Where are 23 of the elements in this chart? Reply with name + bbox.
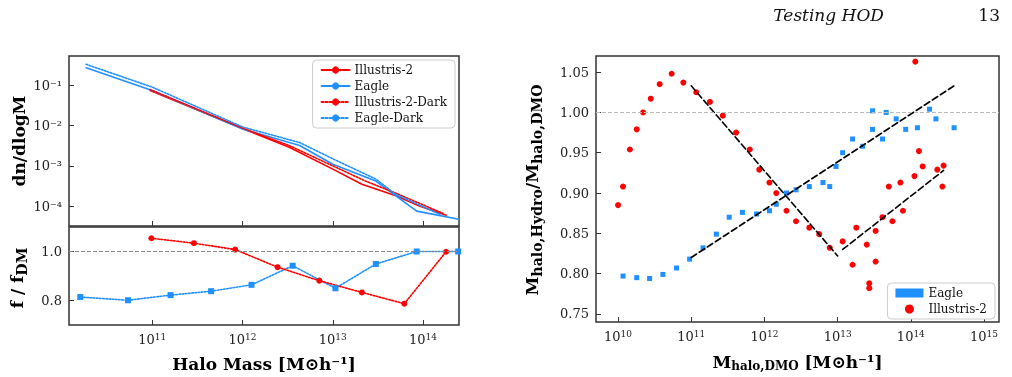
y-tick-label: 1.0 [41, 244, 62, 259]
y-tick-label: 0.80 [560, 266, 589, 282]
legend-label: Eagle [928, 286, 963, 300]
legend-label: Eagle [354, 79, 390, 93]
legend-label: Illustris-2 [928, 302, 987, 316]
y-tick-label: 10⁻³ [33, 158, 62, 174]
legend-label: Illustris-2-Dark [354, 95, 448, 109]
y-tick-label: 0.95 [560, 145, 589, 161]
legend-label: Eagle-Dark [354, 111, 424, 125]
legend-label: Illustris-2 [354, 63, 414, 77]
y-tick-label: 0.90 [560, 185, 589, 201]
x-axis-title: Halo Mass [M⊙h⁻¹] [172, 353, 356, 374]
y-axis-title: dn/dlogM [8, 95, 29, 187]
y-tick-label: 0.75 [560, 306, 589, 322]
y-tick-label: 10⁻¹ [33, 77, 62, 93]
text: 13 [978, 4, 1001, 25]
y-tick-label: 10⁻² [33, 118, 62, 134]
y-tick-label: 10⁻⁴ [33, 198, 62, 214]
y-tick-label: 1.00 [560, 104, 589, 120]
y-tick-label: 0.8 [41, 293, 62, 308]
y-tick-label: 0.85 [560, 225, 589, 241]
y-tick-label: 1.05 [560, 64, 589, 80]
text: Testing HOD [773, 4, 885, 25]
